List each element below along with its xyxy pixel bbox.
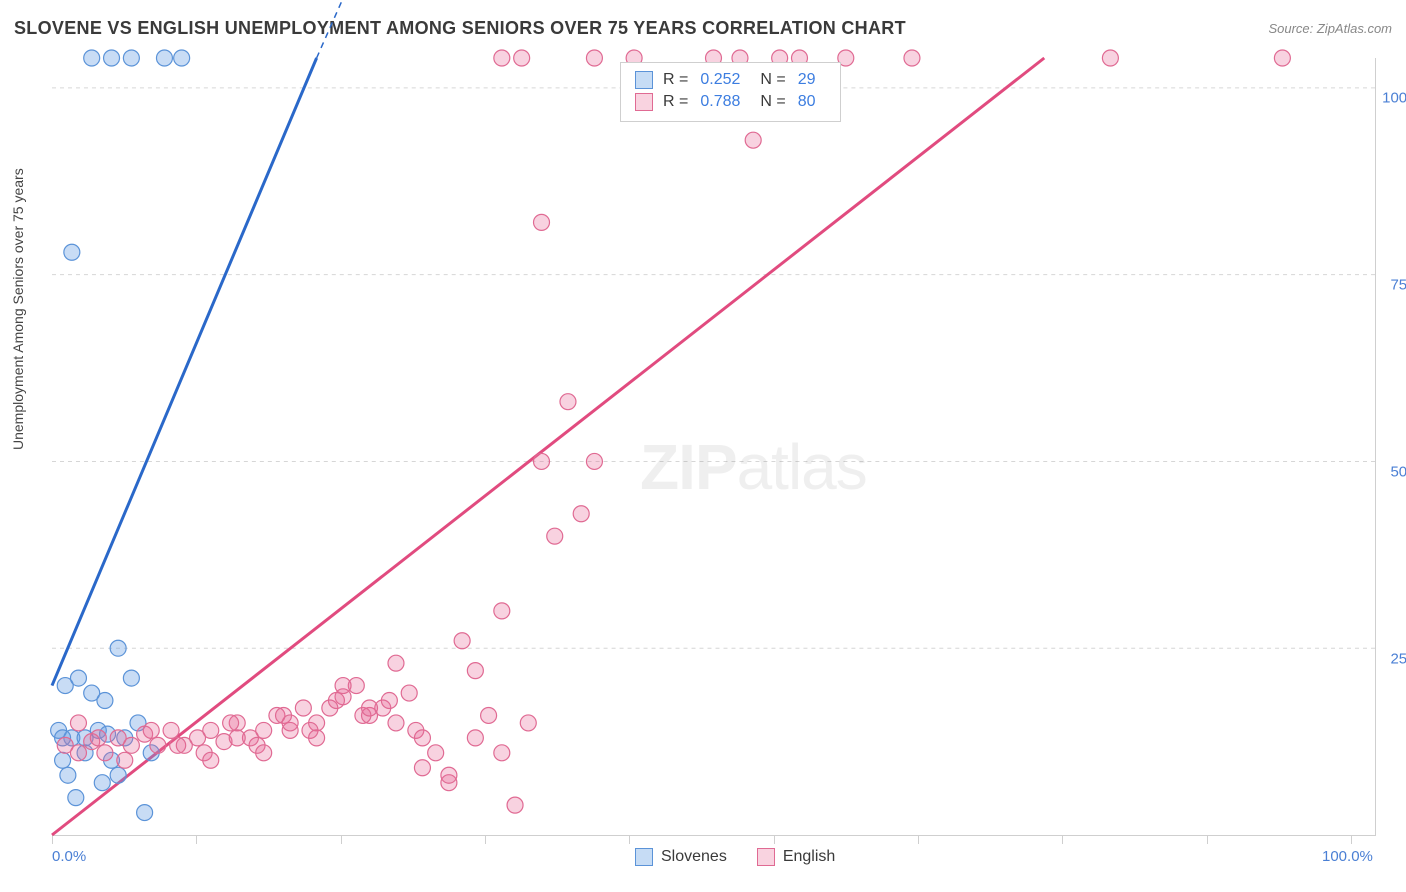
x-tick-mark <box>485 836 486 844</box>
n-value-english: 80 <box>798 93 816 111</box>
y-axis-label: Unemployment Among Seniors over 75 years <box>10 168 26 450</box>
x-tick-100: 100.0% <box>1322 848 1373 865</box>
swatch-english <box>635 93 653 111</box>
r-value-english: 0.788 <box>700 93 740 111</box>
stats-legend: R = 0.252 N = 29 R = 0.788 N = 80 <box>620 62 841 122</box>
legend-item-english: English <box>757 848 835 866</box>
y-tick-label: 75.0% <box>1390 276 1406 293</box>
legend-item-slovenes: Slovenes <box>635 848 727 866</box>
legend-label-slovenes: Slovenes <box>661 848 727 866</box>
plot-area: 25.0%50.0%75.0%100.0% <box>52 58 1376 836</box>
y-tick-label: 25.0% <box>1390 650 1406 667</box>
x-tick-mark <box>774 836 775 844</box>
chart-title: SLOVENE VS ENGLISH UNEMPLOYMENT AMONG SE… <box>14 18 906 39</box>
chart-svg <box>52 58 1375 835</box>
legend-label-english: English <box>783 848 835 866</box>
y-tick-label: 100.0% <box>1382 89 1406 106</box>
x-tick-mark <box>341 836 342 844</box>
x-tick-mark <box>918 836 919 844</box>
x-tick-mark <box>196 836 197 844</box>
x-tick-mark <box>1207 836 1208 844</box>
bottom-legend: Slovenes English <box>635 848 835 866</box>
title-bar: SLOVENE VS ENGLISH UNEMPLOYMENT AMONG SE… <box>14 18 1392 39</box>
stats-row-english: R = 0.788 N = 80 <box>635 91 826 113</box>
legend-swatch-english <box>757 848 775 866</box>
source-label: Source: ZipAtlas.com <box>1268 21 1392 36</box>
x-tick-mark <box>1062 836 1063 844</box>
y-tick-label: 50.0% <box>1390 463 1406 480</box>
swatch-slovenes <box>635 71 653 89</box>
x-tick-mark <box>1351 836 1352 844</box>
stats-row-slovenes: R = 0.252 N = 29 <box>635 69 826 91</box>
x-tick-mark <box>52 836 53 844</box>
legend-swatch-slovenes <box>635 848 653 866</box>
r-value-slovenes: 0.252 <box>700 71 740 89</box>
x-tick-0: 0.0% <box>52 848 86 865</box>
x-tick-mark <box>629 836 630 844</box>
n-value-slovenes: 29 <box>798 71 816 89</box>
